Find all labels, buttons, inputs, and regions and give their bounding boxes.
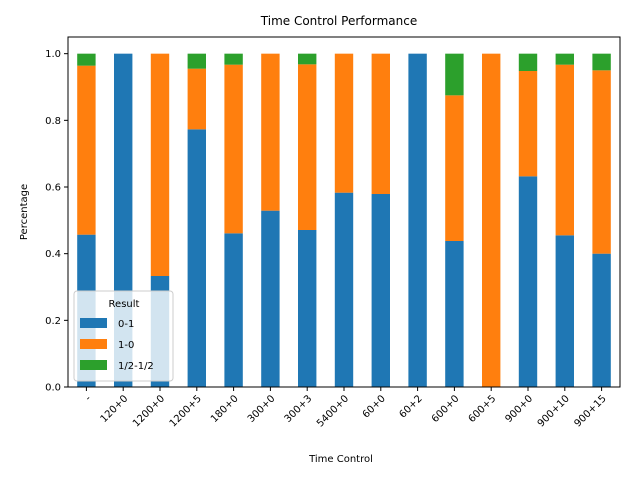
bar-1-0-2 xyxy=(150,53,170,276)
bar-1-2-1-2-4 xyxy=(224,53,243,65)
y-tick-label: 0.8 xyxy=(45,116,61,127)
x-tick-label: 300+0 xyxy=(246,393,278,425)
legend-label: 0-1 xyxy=(118,319,134,330)
bar-1-2-1-2-13 xyxy=(555,53,574,65)
bar-0-1-14 xyxy=(592,253,611,387)
bar-1-0-12 xyxy=(518,71,538,177)
legend-swatch-1-2-1-2 xyxy=(80,360,107,370)
bar-0-1-7 xyxy=(334,192,354,387)
x-tick-label: 180+0 xyxy=(209,393,241,425)
bar-1-0-13 xyxy=(555,64,574,236)
x-axis: -120+0 1200+0 1200+5 180+0 300+0 300+3 5400+0 6… xyxy=(83,387,609,430)
plot-frame xyxy=(67,36,621,388)
x-tick-label: 1200+5 xyxy=(168,393,204,429)
legend-swatch-0-1 xyxy=(80,318,107,328)
y-axis-label: Percentage xyxy=(19,184,30,240)
y-tick-label: 0.4 xyxy=(45,249,61,260)
bar-0-1-10 xyxy=(445,241,464,387)
bar-1-2-1-2-3 xyxy=(187,53,206,69)
x-tick-label: 5400+0 xyxy=(315,393,351,429)
x-tick-label: 120+0 xyxy=(99,393,131,425)
bars-group xyxy=(77,53,611,388)
bar-1-2-1-2-6 xyxy=(298,53,317,65)
bar-1-2-1-2-14 xyxy=(592,53,611,71)
x-tick-label: - xyxy=(83,393,94,404)
bar-1-2-1-2-12 xyxy=(518,53,538,71)
bar-1-0-11 xyxy=(482,53,501,388)
bar-1-0-8 xyxy=(371,53,390,194)
x-tick-label: 900+10 xyxy=(536,393,572,429)
bar-0-1-6 xyxy=(298,230,317,387)
bar-1-0-5 xyxy=(261,53,280,211)
chart-title: Time Control Performance xyxy=(260,14,417,28)
x-tick-label: 600+0 xyxy=(430,393,462,425)
bar-1-0-10 xyxy=(445,95,464,241)
bar-1-0-6 xyxy=(298,64,317,230)
bar-0-1-8 xyxy=(371,194,390,387)
bar-0-1-4 xyxy=(224,233,243,387)
bar-1-0-3 xyxy=(187,68,206,130)
bar-0-1-5 xyxy=(261,210,280,387)
bar-1-2-1-2-10 xyxy=(445,53,464,96)
y-tick-label: 0.6 xyxy=(45,183,61,194)
bar-1-0-0 xyxy=(77,65,96,235)
legend-label: 1-0 xyxy=(118,340,134,351)
legend-title: Result xyxy=(109,299,140,310)
legend-box xyxy=(73,290,174,382)
x-tick-label: 1200+0 xyxy=(131,393,167,429)
y-tick-label: 0.0 xyxy=(45,383,61,394)
x-tick-label: 60+0 xyxy=(361,393,388,420)
x-tick-label: 900+0 xyxy=(503,393,535,425)
y-tick-label: 1.0 xyxy=(45,49,61,60)
bar-0-1-13 xyxy=(555,235,574,387)
y-tick-label: 0.2 xyxy=(45,316,61,327)
bar-1-0-4 xyxy=(224,64,243,234)
y-axis: 0.0 0.2 0.4 0.6 0.8 1.0 xyxy=(45,49,68,394)
bar-1-2-1-2-0 xyxy=(77,53,96,66)
legend: Result 0-1 1-0 1/2-1/2 xyxy=(73,290,174,382)
x-tick-label: 300+3 xyxy=(283,393,315,425)
x-tick-label: 600+5 xyxy=(467,393,499,425)
x-tick-label: 900+15 xyxy=(573,393,609,429)
bar-1-0-14 xyxy=(592,70,611,254)
bar-0-1-9 xyxy=(408,53,427,388)
bar-0-1-12 xyxy=(518,176,538,387)
legend-label: 1/2-1/2 xyxy=(118,361,154,372)
bar-0-1-3 xyxy=(187,129,206,388)
bar-1-0-7 xyxy=(334,53,354,193)
x-tick-label: 60+2 xyxy=(398,393,425,420)
x-axis-label: Time Control xyxy=(308,454,373,465)
legend-swatch-1-0 xyxy=(80,339,107,349)
